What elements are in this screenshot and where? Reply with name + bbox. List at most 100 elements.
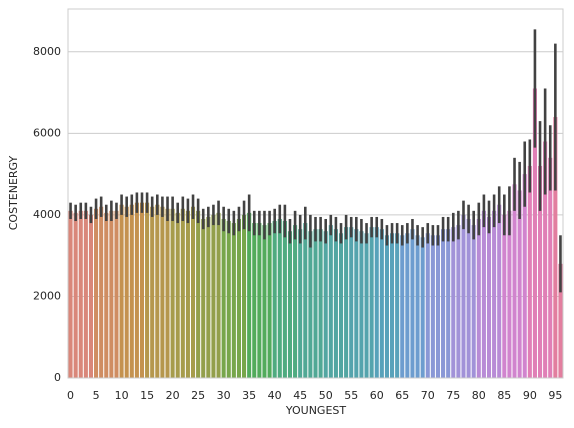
- bar: [190, 206, 196, 378]
- bar: [114, 210, 119, 378]
- bar: [196, 210, 201, 378]
- bar: [354, 229, 359, 378]
- bar: [390, 233, 395, 378]
- bar: [78, 210, 83, 378]
- bar: [374, 227, 379, 378]
- bar: [109, 210, 114, 378]
- bar: [247, 212, 252, 378]
- bar: [298, 229, 303, 378]
- bar: [553, 117, 558, 379]
- bar: [349, 227, 354, 378]
- bar: [558, 263, 563, 378]
- bar: [262, 225, 267, 378]
- bar: [145, 202, 150, 378]
- bar: [410, 229, 415, 378]
- bar: [359, 231, 364, 378]
- bar: [507, 210, 512, 378]
- bar: [318, 229, 323, 378]
- x-tick-label: 10: [115, 389, 129, 402]
- bar: [441, 229, 446, 378]
- bar: [522, 174, 527, 378]
- bar: [476, 218, 481, 378]
- x-tick-label: 0: [67, 389, 74, 402]
- bar: [548, 157, 553, 378]
- bar: [221, 218, 226, 378]
- bar: [165, 208, 170, 378]
- x-tick-label: 5: [93, 389, 100, 402]
- bar: [129, 204, 134, 378]
- x-tick-label: 30: [217, 389, 231, 402]
- bar: [175, 212, 180, 378]
- bar: [216, 212, 221, 378]
- bar: [517, 190, 522, 378]
- bar: [543, 141, 548, 378]
- bar: [502, 214, 507, 378]
- y-tick-label: 0: [54, 371, 61, 384]
- bar: [379, 229, 384, 378]
- bar: [282, 221, 287, 378]
- bar: [287, 231, 293, 378]
- y-axis-label: COSTENERGY: [7, 155, 20, 230]
- x-tick-label: 25: [191, 389, 205, 402]
- y-tick-label: 8000: [33, 45, 61, 58]
- bar: [395, 233, 400, 378]
- x-tick-label: 50: [319, 389, 333, 402]
- y-tick-label: 4000: [33, 208, 61, 221]
- bar: [512, 184, 517, 378]
- bar: [211, 214, 216, 378]
- bar: [226, 221, 231, 378]
- x-tick-label: 80: [472, 389, 486, 402]
- bar: [527, 165, 532, 378]
- bar: [328, 225, 333, 378]
- bar: [272, 221, 277, 378]
- bar: [180, 208, 185, 378]
- bar: [139, 202, 145, 378]
- x-tick-label: 45: [293, 389, 307, 402]
- bar: [206, 216, 211, 378]
- bar: [313, 229, 318, 378]
- bar: [486, 216, 492, 378]
- bar: [497, 204, 502, 378]
- bar: [420, 237, 425, 378]
- x-tick-label: 60: [370, 389, 384, 402]
- x-tick-label: 95: [548, 389, 562, 402]
- bar: [532, 88, 537, 378]
- plot-frame: [67, 8, 564, 379]
- bar: [364, 233, 369, 378]
- bar: [492, 210, 497, 378]
- bar: [456, 225, 461, 378]
- x-tick-label: 90: [523, 389, 537, 402]
- bar: [344, 227, 349, 378]
- bar: [277, 218, 282, 378]
- bar: [400, 235, 405, 378]
- y-tick-label: 2000: [33, 289, 61, 302]
- bar: [134, 202, 139, 378]
- bar: [201, 218, 206, 378]
- bar: [83, 210, 88, 378]
- bar: [308, 231, 313, 378]
- x-tick-label: 55: [344, 389, 358, 402]
- x-tick-label: 35: [242, 389, 256, 402]
- x-axis-label: YOUNGEST: [285, 404, 347, 417]
- bar: [537, 165, 543, 378]
- bar: [471, 225, 476, 378]
- y-tick-label: 6000: [33, 126, 61, 139]
- bar: [435, 235, 441, 378]
- bar: [481, 210, 486, 378]
- bar: [170, 208, 175, 378]
- bar: [293, 225, 298, 378]
- bar: [425, 233, 430, 378]
- x-tick-label: 65: [395, 389, 409, 402]
- x-tick-label: 15: [140, 389, 154, 402]
- bar: [124, 206, 129, 378]
- x-tick-label: 20: [166, 389, 180, 402]
- bar: [338, 233, 344, 378]
- x-tick-label: 40: [268, 389, 282, 402]
- bar: [94, 208, 99, 378]
- bar: [303, 223, 308, 378]
- bar: [185, 210, 190, 378]
- bar: [415, 235, 420, 378]
- bar: [446, 229, 451, 378]
